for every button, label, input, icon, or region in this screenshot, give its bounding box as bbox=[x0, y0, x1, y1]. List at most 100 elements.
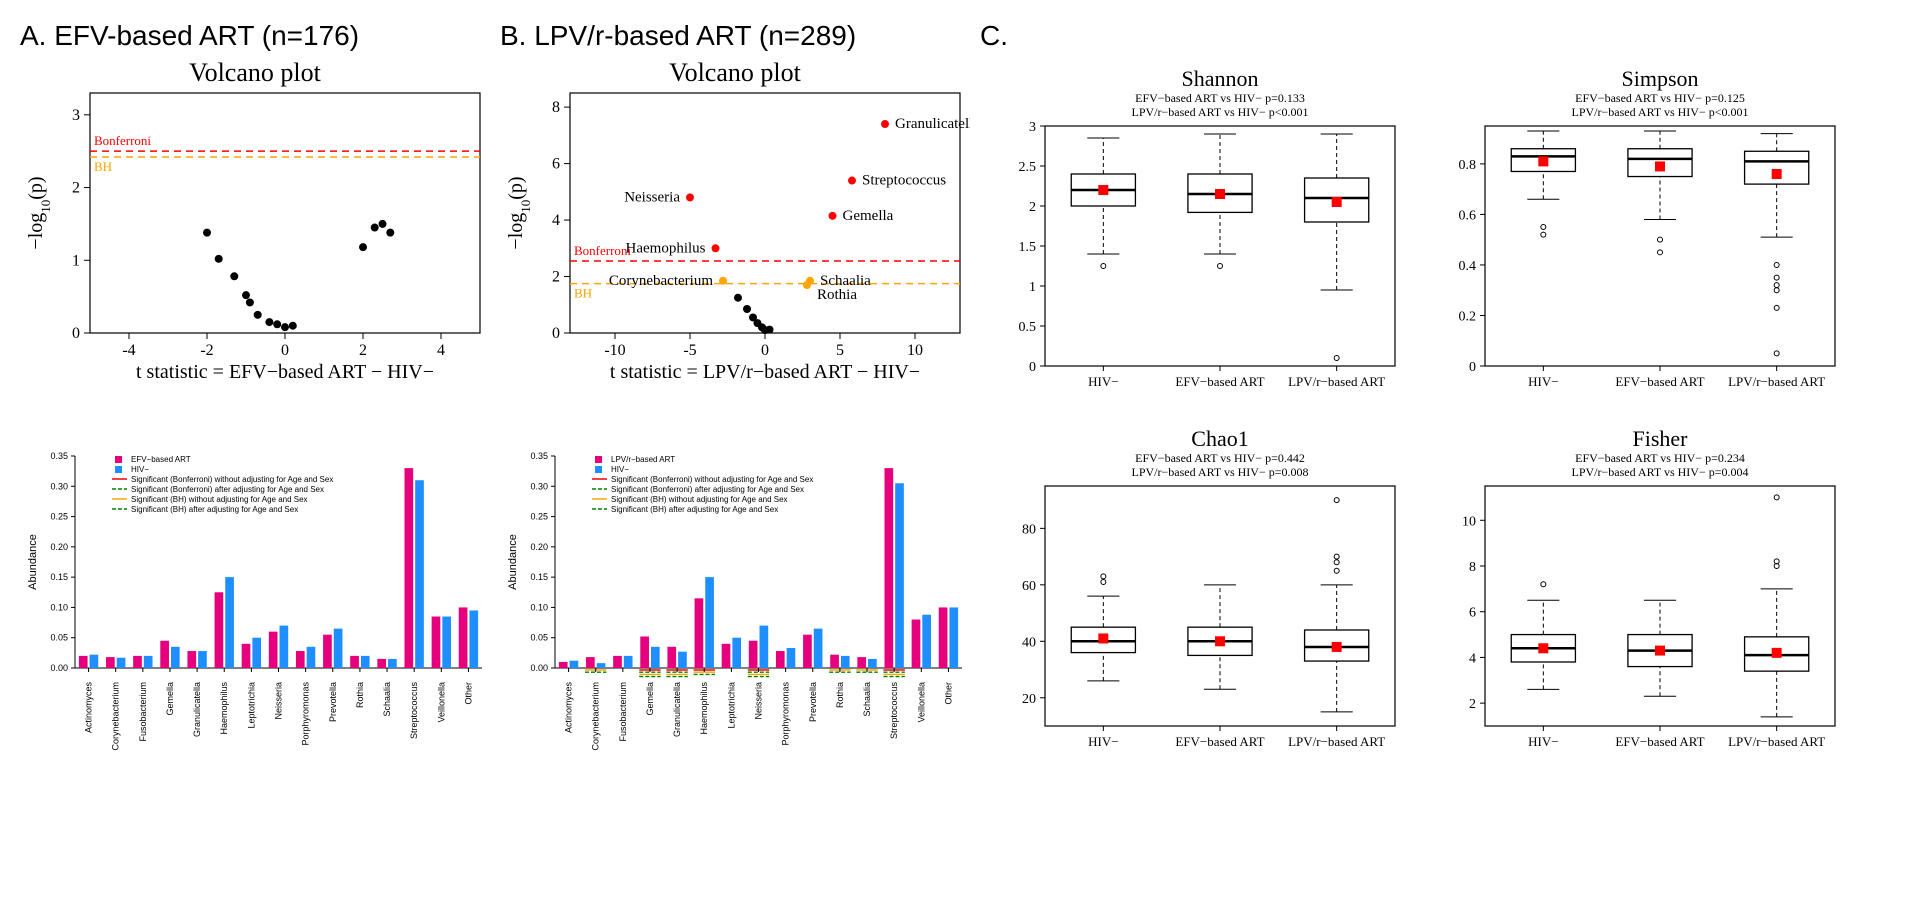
svg-text:0.05: 0.05 bbox=[530, 633, 548, 643]
svg-text:Schaalia: Schaalia bbox=[382, 682, 392, 717]
svg-text:80: 80 bbox=[1022, 522, 1036, 537]
svg-text:EFV−based ART vs HIV− p=0.234: EFV−based ART vs HIV− p=0.234 bbox=[1575, 451, 1745, 465]
svg-text:Leptotrichia: Leptotrichia bbox=[726, 682, 736, 729]
svg-text:4: 4 bbox=[552, 212, 560, 229]
volcano-b-title: Volcano plot bbox=[500, 58, 970, 88]
svg-text:40: 40 bbox=[1022, 635, 1036, 650]
svg-text:0.5: 0.5 bbox=[1019, 320, 1037, 335]
svg-text:EFV−based ART vs HIV− p=0.442: EFV−based ART vs HIV− p=0.442 bbox=[1135, 451, 1305, 465]
svg-text:Veillonella: Veillonella bbox=[436, 682, 446, 723]
svg-text:10: 10 bbox=[1462, 514, 1476, 529]
svg-text:Fisher: Fisher bbox=[1633, 426, 1689, 451]
svg-text:Rothia: Rothia bbox=[817, 287, 857, 303]
svg-text:Significant (Bonferroni) witho: Significant (Bonferroni) without adjusti… bbox=[131, 475, 333, 484]
bar-b-chart: 0.000.050.100.150.200.250.300.35Actinomy… bbox=[500, 448, 970, 768]
svg-text:Significant (BH) without adjus: Significant (BH) without adjusting for A… bbox=[611, 495, 788, 504]
svg-text:1.5: 1.5 bbox=[1019, 240, 1037, 255]
svg-text:HIV−: HIV− bbox=[1528, 734, 1558, 749]
svg-text:HIV−: HIV− bbox=[131, 465, 149, 474]
svg-text:−log10(p): −log10(p) bbox=[505, 176, 533, 249]
svg-text:Rothia: Rothia bbox=[835, 682, 845, 708]
svg-text:HIV−: HIV− bbox=[1528, 374, 1558, 389]
svg-text:Fusobacterium: Fusobacterium bbox=[618, 682, 628, 742]
svg-text:Significant (BH) without adjus: Significant (BH) without adjusting for A… bbox=[131, 495, 308, 504]
svg-text:HIV−: HIV− bbox=[611, 465, 629, 474]
svg-text:3: 3 bbox=[1029, 120, 1036, 135]
volcano-a-chart: -4-20240123BonferroniBHt statistic = EFV… bbox=[20, 88, 490, 388]
svg-text:0.8: 0.8 bbox=[1459, 158, 1477, 173]
panel-a-title: A. EFV-based ART (n=176) bbox=[20, 20, 490, 52]
svg-text:0.20: 0.20 bbox=[50, 542, 68, 552]
svg-text:8: 8 bbox=[1469, 560, 1476, 575]
svg-text:0.25: 0.25 bbox=[530, 512, 548, 522]
svg-text:0.25: 0.25 bbox=[50, 512, 68, 522]
svg-text:EFV−based ART: EFV−based ART bbox=[131, 455, 191, 464]
svg-text:Significant (BH) after adjusti: Significant (BH) after adjusting for Age… bbox=[131, 505, 298, 514]
svg-text:0.35: 0.35 bbox=[530, 451, 548, 461]
svg-text:0.10: 0.10 bbox=[530, 602, 548, 612]
svg-text:0: 0 bbox=[1029, 360, 1036, 375]
svg-text:LPV/r−based ART: LPV/r−based ART bbox=[611, 455, 675, 464]
svg-text:LPV/r−based ART: LPV/r−based ART bbox=[1728, 374, 1825, 389]
svg-text:−log10(p): −log10(p) bbox=[25, 176, 53, 249]
svg-text:-5: -5 bbox=[683, 342, 696, 359]
svg-text:EFV−based ART: EFV−based ART bbox=[1175, 374, 1264, 389]
svg-text:2: 2 bbox=[1469, 697, 1476, 712]
svg-text:Leptotrichia: Leptotrichia bbox=[246, 682, 256, 729]
panel-c-title: C. bbox=[980, 20, 1880, 52]
svg-text:Significant (Bonferroni) witho: Significant (Bonferroni) without adjusti… bbox=[611, 475, 813, 484]
svg-text:2: 2 bbox=[1029, 200, 1036, 215]
svg-text:Porphyromonas: Porphyromonas bbox=[301, 682, 311, 746]
svg-text:6: 6 bbox=[1469, 606, 1476, 621]
svg-text:Bonferroni: Bonferroni bbox=[574, 243, 631, 258]
svg-text:Actinomyces: Actinomyces bbox=[84, 682, 94, 734]
svg-text:0: 0 bbox=[281, 342, 289, 359]
svg-text:-2: -2 bbox=[200, 342, 213, 359]
svg-text:0.05: 0.05 bbox=[50, 633, 68, 643]
svg-text:Haemophilus: Haemophilus bbox=[699, 682, 709, 735]
svg-text:Chao1: Chao1 bbox=[1191, 426, 1248, 451]
svg-text:Significant (BH) after adjusti: Significant (BH) after adjusting for Age… bbox=[611, 505, 778, 514]
svg-text:Schaalia: Schaalia bbox=[862, 682, 872, 717]
svg-text:3: 3 bbox=[72, 107, 80, 124]
svg-text:EFV−based ART: EFV−based ART bbox=[1175, 734, 1264, 749]
svg-text:BH: BH bbox=[94, 159, 112, 174]
svg-text:LPV/r−based ART vs HIV− p<0.00: LPV/r−based ART vs HIV− p<0.001 bbox=[1571, 105, 1748, 119]
svg-text:Neisseria: Neisseria bbox=[754, 682, 764, 720]
svg-text:0.35: 0.35 bbox=[50, 451, 68, 461]
svg-text:Other: Other bbox=[943, 682, 953, 705]
svg-text:2: 2 bbox=[359, 342, 367, 359]
svg-text:4: 4 bbox=[1469, 651, 1476, 666]
svg-text:Fusobacterium: Fusobacterium bbox=[138, 682, 148, 742]
svg-text:0: 0 bbox=[552, 325, 560, 342]
svg-text:Shannon: Shannon bbox=[1182, 66, 1259, 91]
svg-text:0.4: 0.4 bbox=[1459, 259, 1477, 274]
svg-text:Porphyromonas: Porphyromonas bbox=[781, 682, 791, 746]
svg-text:5: 5 bbox=[836, 342, 844, 359]
svg-text:Significant (Bonferroni) after: Significant (Bonferroni) after adjusting… bbox=[131, 485, 324, 494]
svg-text:Granulicatella: Granulicatella bbox=[672, 682, 682, 737]
svg-text:20: 20 bbox=[1022, 692, 1036, 707]
svg-text:0.10: 0.10 bbox=[50, 602, 68, 612]
svg-text:Bonferroni: Bonferroni bbox=[94, 133, 151, 148]
svg-text:Neisseria: Neisseria bbox=[274, 682, 284, 720]
svg-text:0.15: 0.15 bbox=[530, 572, 548, 582]
svg-text:Significant (Bonferroni) after: Significant (Bonferroni) after adjusting… bbox=[611, 485, 804, 494]
svg-text:0.30: 0.30 bbox=[50, 481, 68, 491]
svg-text:LPV/r−based ART: LPV/r−based ART bbox=[1288, 374, 1385, 389]
svg-text:2: 2 bbox=[72, 180, 80, 197]
figure-root: A. EFV-based ART (n=176) Volcano plot -4… bbox=[20, 20, 1900, 818]
svg-text:LPV/r−based ART: LPV/r−based ART bbox=[1728, 734, 1825, 749]
svg-text:Granulicatella: Granulicatella bbox=[895, 116, 970, 132]
svg-text:0.00: 0.00 bbox=[50, 663, 68, 673]
svg-text:Prevotella: Prevotella bbox=[328, 682, 338, 722]
svg-text:10: 10 bbox=[907, 342, 923, 359]
svg-text:Neisseria: Neisseria bbox=[624, 189, 680, 205]
svg-text:4: 4 bbox=[437, 342, 445, 359]
panel-c: C. ShannonEFV−based ART vs HIV− p=0.133L… bbox=[980, 20, 1880, 818]
svg-text:1: 1 bbox=[1029, 280, 1036, 295]
svg-text:2.5: 2.5 bbox=[1019, 160, 1037, 175]
panel-b: B. LPV/r-based ART (n=289) Volcano plot … bbox=[500, 20, 970, 768]
svg-text:Streptococcus: Streptococcus bbox=[862, 173, 946, 189]
svg-text:EFV−based ART: EFV−based ART bbox=[1615, 734, 1704, 749]
